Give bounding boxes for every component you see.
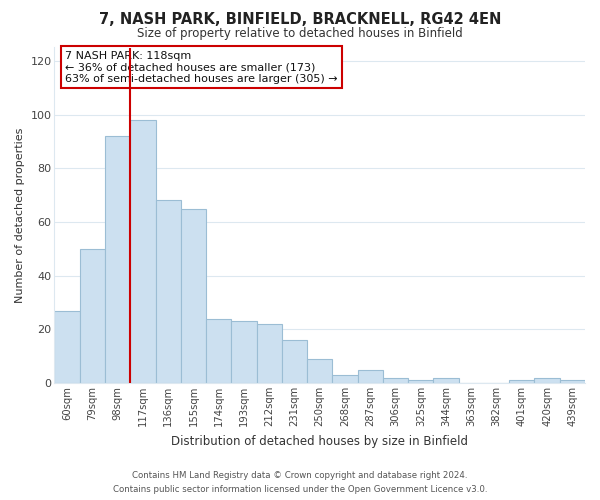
Bar <box>155 200 181 383</box>
Bar <box>509 380 535 383</box>
Bar <box>55 310 80 383</box>
Bar <box>358 370 383 383</box>
Bar <box>332 375 358 383</box>
Bar <box>535 378 560 383</box>
Bar <box>282 340 307 383</box>
Bar <box>560 380 585 383</box>
Bar <box>206 318 232 383</box>
Text: 7, NASH PARK, BINFIELD, BRACKNELL, RG42 4EN: 7, NASH PARK, BINFIELD, BRACKNELL, RG42 … <box>99 12 501 28</box>
Text: 7 NASH PARK: 118sqm
← 36% of detached houses are smaller (173)
63% of semi-detac: 7 NASH PARK: 118sqm ← 36% of detached ho… <box>65 51 338 84</box>
Bar <box>408 380 433 383</box>
Bar <box>80 249 105 383</box>
Bar <box>307 359 332 383</box>
Bar <box>105 136 130 383</box>
X-axis label: Distribution of detached houses by size in Binfield: Distribution of detached houses by size … <box>171 434 468 448</box>
Bar <box>130 120 155 383</box>
Bar <box>257 324 282 383</box>
Bar <box>383 378 408 383</box>
Bar <box>181 208 206 383</box>
Bar <box>232 322 257 383</box>
Text: Contains HM Land Registry data © Crown copyright and database right 2024.
Contai: Contains HM Land Registry data © Crown c… <box>113 472 487 494</box>
Y-axis label: Number of detached properties: Number of detached properties <box>15 128 25 303</box>
Text: Size of property relative to detached houses in Binfield: Size of property relative to detached ho… <box>137 28 463 40</box>
Bar <box>433 378 458 383</box>
